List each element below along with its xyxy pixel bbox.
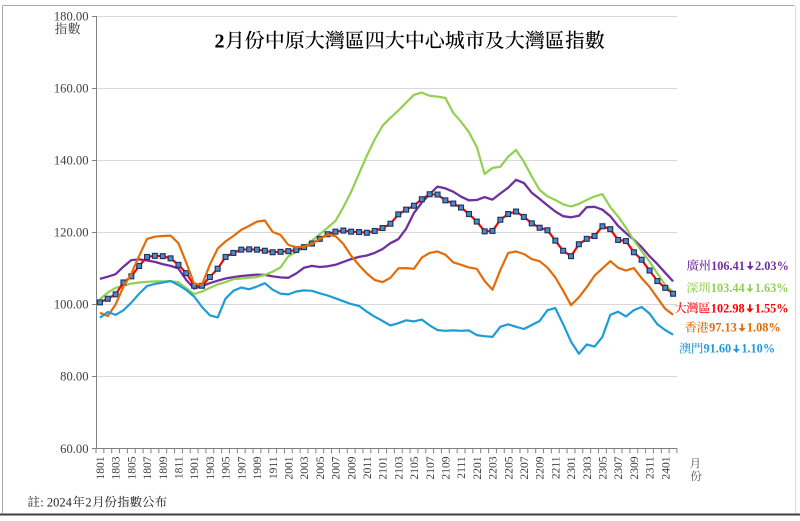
svg-text:1905: 1905 <box>220 456 233 479</box>
svg-text:2003: 2003 <box>298 456 311 479</box>
svg-text:1903: 1903 <box>204 456 217 479</box>
svg-text:1.08%: 1.08% <box>747 321 781 335</box>
svg-text:91.60: 91.60 <box>704 342 732 356</box>
svg-text:2: 2 <box>85 495 91 509</box>
svg-text:1809: 1809 <box>157 456 170 479</box>
svg-text:160.00: 160.00 <box>54 81 89 95</box>
svg-text:2101: 2101 <box>377 456 390 479</box>
svg-text:2.03%: 2.03% <box>755 259 789 273</box>
svg-text:2109: 2109 <box>439 456 452 479</box>
svg-text:106.41: 106.41 <box>711 259 745 273</box>
svg-text:2209: 2209 <box>534 456 547 479</box>
svg-text:140.00: 140.00 <box>54 154 89 168</box>
svg-text:2: 2 <box>215 30 225 52</box>
svg-text:2207: 2207 <box>518 456 531 479</box>
svg-text:1801: 1801 <box>94 456 107 479</box>
svg-text:2309: 2309 <box>628 456 641 479</box>
svg-text:1907: 1907 <box>235 456 248 479</box>
svg-text:103.44: 103.44 <box>711 281 745 295</box>
svg-text:1805: 1805 <box>125 456 138 479</box>
svg-text:80.00: 80.00 <box>60 370 88 384</box>
svg-text:1901: 1901 <box>188 456 201 479</box>
svg-text:2203: 2203 <box>487 456 500 479</box>
svg-text:2005: 2005 <box>314 456 327 479</box>
svg-text:2011: 2011 <box>361 456 374 479</box>
svg-text:: 2024: : 2024 <box>40 495 72 509</box>
svg-text:2311: 2311 <box>644 456 657 479</box>
svg-text:1803: 1803 <box>110 456 123 479</box>
svg-text:2107: 2107 <box>424 456 437 479</box>
svg-text:1909: 1909 <box>251 456 264 479</box>
svg-text:2401: 2401 <box>659 456 672 479</box>
svg-text:1.55%: 1.55% <box>755 301 789 315</box>
svg-text:102.98: 102.98 <box>711 301 745 315</box>
svg-text:120.00: 120.00 <box>54 226 89 240</box>
svg-text:1807: 1807 <box>141 456 154 479</box>
svg-text:1.10%: 1.10% <box>741 342 775 356</box>
svg-text:2305: 2305 <box>597 456 610 479</box>
svg-text:2201: 2201 <box>471 456 484 479</box>
svg-text:2111: 2111 <box>455 456 468 479</box>
svg-text:2007: 2007 <box>330 456 343 479</box>
svg-text:97.13: 97.13 <box>709 321 737 335</box>
svg-text:2307: 2307 <box>612 456 625 479</box>
svg-text:2105: 2105 <box>408 456 421 479</box>
svg-text:2211: 2211 <box>549 456 562 479</box>
svg-text:1911: 1911 <box>267 456 280 479</box>
svg-text:180.00: 180.00 <box>54 9 89 23</box>
svg-text:2303: 2303 <box>581 456 594 479</box>
svg-text:2205: 2205 <box>502 456 515 479</box>
svg-text:1.63%: 1.63% <box>755 281 789 295</box>
svg-text:1811: 1811 <box>173 456 186 479</box>
svg-text:100.00: 100.00 <box>54 298 89 312</box>
svg-text:60.00: 60.00 <box>60 442 88 456</box>
svg-text:2001: 2001 <box>282 456 295 479</box>
svg-text:2009: 2009 <box>345 456 358 479</box>
svg-text:2103: 2103 <box>392 456 405 479</box>
svg-text:2301: 2301 <box>565 456 578 479</box>
